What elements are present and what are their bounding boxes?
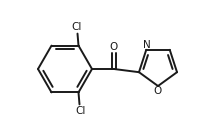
Text: O: O (153, 86, 161, 96)
Text: Cl: Cl (71, 22, 82, 32)
Text: N: N (143, 40, 151, 50)
Text: O: O (110, 42, 118, 52)
Text: Cl: Cl (75, 106, 86, 116)
